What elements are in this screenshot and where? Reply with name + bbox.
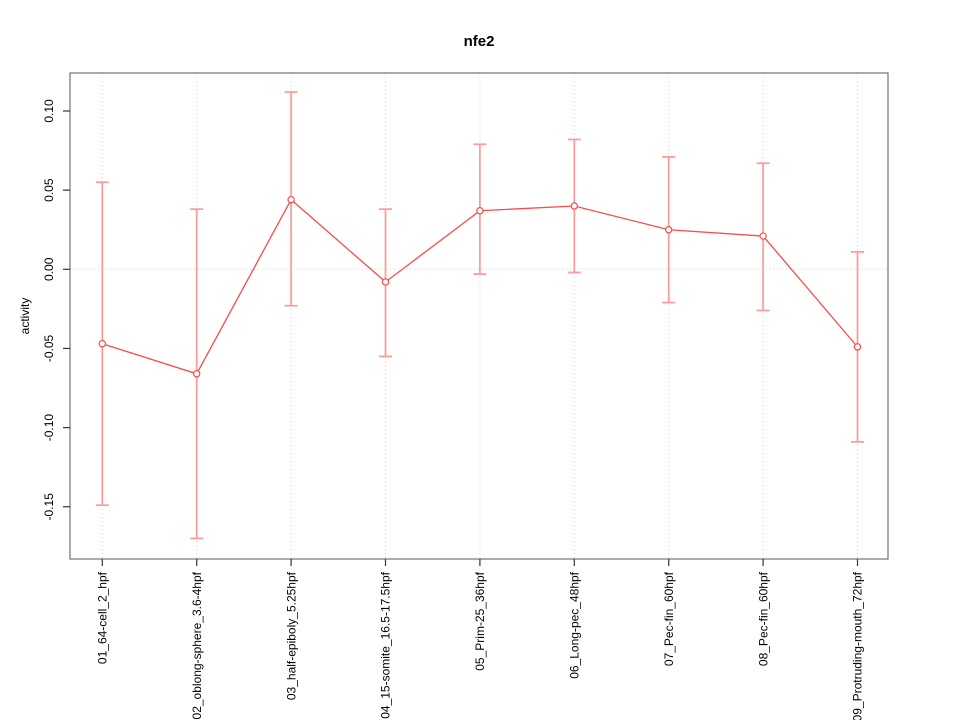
x-tick-label: 05_Prim-25_36hpf	[473, 571, 487, 670]
y-tick-label: 0.05	[42, 178, 56, 202]
data-point-marker	[853, 343, 862, 351]
x-tick-label: 04_15-somite_16.5-17.5hpf	[379, 571, 393, 718]
data-point-marker	[381, 278, 390, 286]
y-tick-label: -0.15	[42, 493, 56, 521]
x-tick-label: 08_Pec-fin_60hpf	[756, 571, 770, 666]
chart-title: nfe2	[463, 33, 495, 50]
data-point-marker	[192, 370, 201, 378]
y-tick-label: -0.10	[42, 414, 56, 442]
data-point-marker	[287, 195, 295, 204]
y-tick-label: 0.10	[42, 99, 56, 123]
plot-frame	[69, 72, 889, 560]
y-tick-label: -0.05	[42, 334, 56, 362]
data-point-marker	[570, 202, 579, 210]
x-tick-label: 07_Pec-fin_60hpf	[662, 571, 676, 666]
y-tick-label: 0.00	[42, 257, 56, 281]
data-point-marker	[98, 340, 107, 348]
x-tick-label: 03_half-epiboly_5.25hpf	[284, 571, 298, 700]
data-point-marker	[476, 207, 484, 215]
x-tick-label: 09_Protruding-mouth_72hpf	[851, 571, 865, 720]
x-tick-label: 02_oblong-sphere_3.6-4hpf	[190, 571, 204, 719]
data-point-marker	[665, 226, 673, 234]
x-tick-label: 06_Long-pec_48hpf	[568, 571, 582, 678]
x-tick-label: 01_64-cell_2_hpf	[96, 571, 110, 664]
data-point-marker	[759, 232, 767, 240]
